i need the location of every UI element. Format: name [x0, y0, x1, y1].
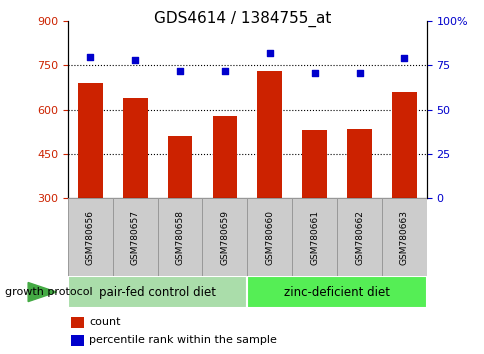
FancyBboxPatch shape — [68, 276, 247, 308]
Text: GSM780660: GSM780660 — [265, 210, 274, 265]
Bar — [212, 116, 237, 198]
Bar — [347, 129, 371, 198]
Point — [310, 70, 318, 75]
Text: pair-fed control diet: pair-fed control diet — [99, 286, 216, 298]
Point — [355, 70, 363, 75]
Text: GSM780662: GSM780662 — [354, 210, 363, 265]
Bar — [71, 317, 84, 328]
Text: GSM780661: GSM780661 — [309, 210, 318, 265]
FancyBboxPatch shape — [381, 198, 426, 276]
Polygon shape — [28, 282, 56, 302]
Bar — [257, 72, 282, 198]
Text: GSM780659: GSM780659 — [220, 210, 229, 265]
Text: GSM780656: GSM780656 — [86, 210, 95, 265]
Text: zinc-deficient diet: zinc-deficient diet — [284, 286, 389, 298]
FancyBboxPatch shape — [247, 198, 291, 276]
Text: GSM780658: GSM780658 — [175, 210, 184, 265]
Text: count: count — [89, 318, 121, 327]
FancyBboxPatch shape — [157, 198, 202, 276]
Text: growth protocol: growth protocol — [5, 287, 92, 297]
Point — [176, 68, 183, 74]
Text: percentile rank within the sample: percentile rank within the sample — [89, 335, 277, 346]
Bar — [71, 335, 84, 346]
Bar — [391, 92, 416, 198]
FancyBboxPatch shape — [291, 198, 336, 276]
FancyBboxPatch shape — [202, 198, 247, 276]
Point — [400, 56, 408, 61]
Text: GSM780663: GSM780663 — [399, 210, 408, 265]
Bar — [78, 83, 103, 198]
Text: GSM780657: GSM780657 — [130, 210, 139, 265]
Point — [131, 57, 139, 63]
Point — [265, 50, 273, 56]
FancyBboxPatch shape — [112, 198, 157, 276]
FancyBboxPatch shape — [247, 276, 426, 308]
FancyBboxPatch shape — [68, 198, 112, 276]
FancyBboxPatch shape — [336, 198, 381, 276]
Bar — [122, 98, 147, 198]
Text: GDS4614 / 1384755_at: GDS4614 / 1384755_at — [153, 11, 331, 27]
Bar — [302, 130, 326, 198]
Point — [86, 54, 94, 59]
Point — [221, 68, 228, 74]
Bar — [167, 136, 192, 198]
